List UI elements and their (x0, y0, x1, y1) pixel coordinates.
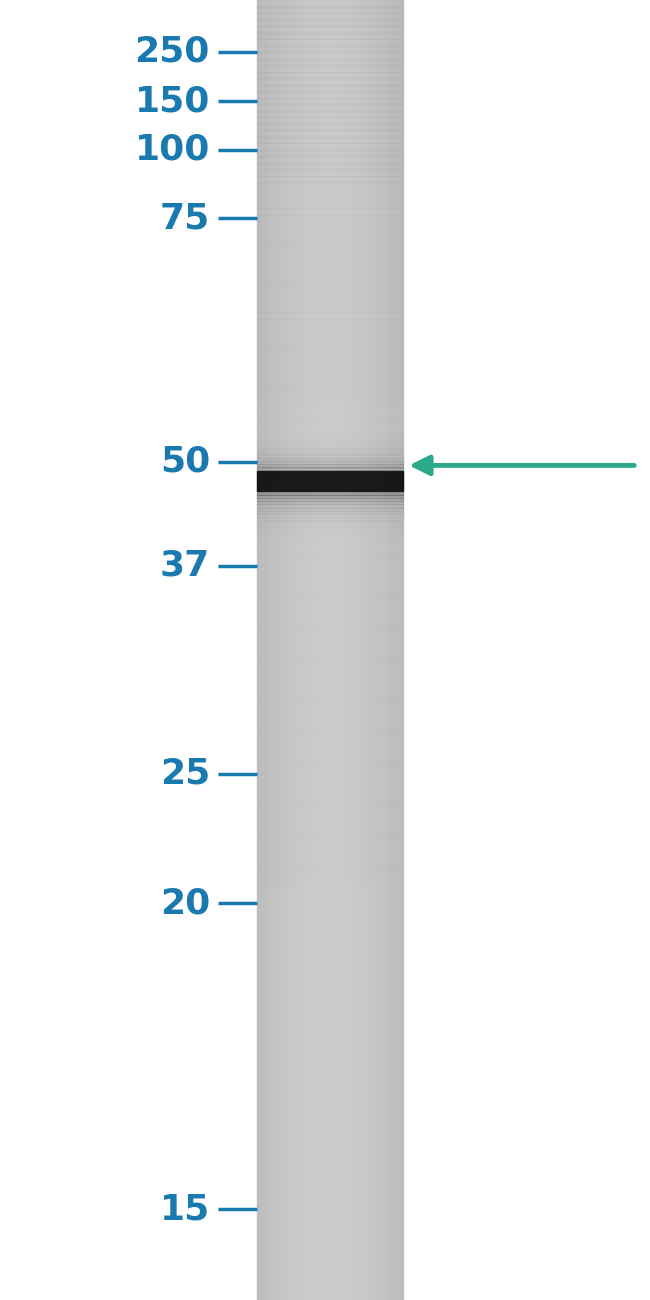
Text: 50: 50 (160, 445, 210, 478)
Text: 15: 15 (160, 1192, 210, 1226)
Text: 150: 150 (135, 84, 210, 118)
Text: 250: 250 (135, 35, 210, 69)
Text: 100: 100 (135, 133, 210, 166)
Text: 75: 75 (160, 202, 210, 235)
Text: 20: 20 (160, 887, 210, 920)
Text: 37: 37 (160, 549, 210, 582)
Text: 25: 25 (160, 757, 210, 790)
